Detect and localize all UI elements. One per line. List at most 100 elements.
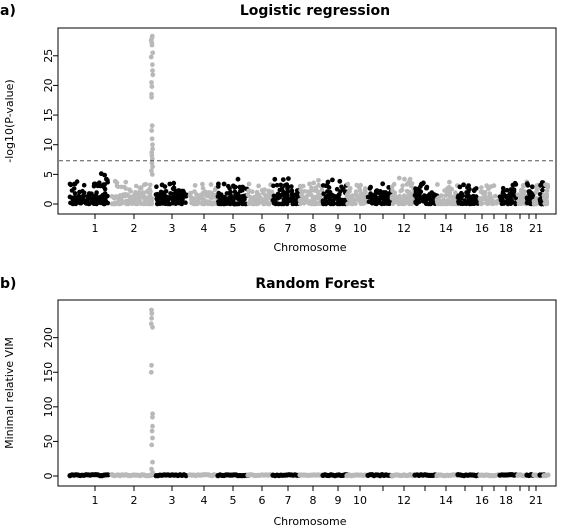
snp-point xyxy=(447,179,452,185)
snp-point xyxy=(391,193,397,199)
peak-snp-point xyxy=(150,459,155,465)
snp-point xyxy=(453,190,458,195)
snp-point xyxy=(331,201,336,206)
peak-snp-point xyxy=(149,136,155,142)
snp-point xyxy=(493,193,498,199)
snp-point xyxy=(528,201,533,206)
x-tick-label: 21 xyxy=(529,494,543,507)
snp-point xyxy=(176,188,182,193)
snp-point xyxy=(80,193,86,199)
panel-b-points xyxy=(67,307,551,479)
snp-point xyxy=(149,195,155,201)
snp-point xyxy=(325,183,330,189)
peak-snp-point xyxy=(150,423,155,429)
snp-point xyxy=(75,199,80,205)
x-tick-label: 8 xyxy=(310,222,317,235)
snp-point xyxy=(442,188,447,193)
panel-a-points xyxy=(67,33,551,207)
peak-snp-point xyxy=(149,153,155,158)
x-tick-label: 7 xyxy=(285,222,292,235)
y-tick-label: 50 xyxy=(42,434,55,448)
snp-point xyxy=(69,188,75,193)
y-tick-label: 25 xyxy=(42,49,55,63)
snp-point xyxy=(424,185,430,191)
snp-point xyxy=(346,194,352,200)
snp-point xyxy=(102,198,108,204)
snp-point xyxy=(529,184,535,190)
x-tick-label: 5 xyxy=(230,494,237,507)
y-tick-label: 200 xyxy=(42,327,55,348)
snp-point xyxy=(256,192,262,198)
snp-point xyxy=(337,178,343,184)
peak-snp-point xyxy=(149,156,155,162)
snp-point xyxy=(544,188,550,194)
peak-snp-point xyxy=(149,311,155,316)
snp-point xyxy=(92,201,97,206)
peak-snp-point xyxy=(149,172,155,177)
snp-point xyxy=(200,181,205,187)
x-tick-label: 16 xyxy=(475,222,489,235)
snp-point xyxy=(439,193,444,199)
snp-point xyxy=(221,181,227,187)
panel-b-plot-frame xyxy=(57,299,557,487)
snp-point xyxy=(289,188,295,193)
snp-point xyxy=(102,172,107,178)
snp-point xyxy=(177,192,183,198)
snp-point xyxy=(358,191,363,197)
snp-point xyxy=(478,189,484,195)
snp-point xyxy=(128,200,134,206)
snp-point xyxy=(314,200,319,206)
snp-point xyxy=(81,182,87,188)
snp-point xyxy=(513,182,519,187)
peak-snp-point xyxy=(150,435,155,441)
snp-point xyxy=(70,201,76,207)
snp-point xyxy=(112,178,118,184)
peak-snp-point xyxy=(150,72,156,78)
snp-point xyxy=(256,183,261,189)
snp-point xyxy=(319,187,325,193)
snp-point xyxy=(323,201,329,207)
x-tick-label: 8 xyxy=(310,494,317,507)
snp-point xyxy=(484,183,490,189)
snp-point xyxy=(265,196,271,202)
snp-point xyxy=(543,196,549,202)
snp-point xyxy=(285,186,290,191)
snp-point xyxy=(246,181,252,187)
snp-point xyxy=(537,192,543,197)
x-tick-label: 21 xyxy=(529,222,543,235)
peak-snp-point xyxy=(150,164,156,170)
snp-point xyxy=(198,192,204,198)
snp-point xyxy=(520,183,526,188)
snp-point xyxy=(301,183,306,189)
snp-point xyxy=(504,199,509,204)
snp-point xyxy=(262,187,267,192)
x-tick-label: 3 xyxy=(169,494,176,507)
snp-point xyxy=(482,192,487,197)
peak-snp-point xyxy=(148,54,154,60)
snp-point xyxy=(266,188,271,194)
snp-point xyxy=(313,185,319,190)
peak-snp-point xyxy=(150,68,155,73)
panel-b-x-label: Chromosome xyxy=(273,515,346,528)
snp-point xyxy=(402,176,407,182)
snp-point xyxy=(325,189,330,194)
snp-point xyxy=(105,193,110,199)
panel-b-y-label: Minimal relative VIM xyxy=(3,337,16,449)
snp-point xyxy=(479,185,484,190)
snp-point xyxy=(500,185,506,191)
snp-point xyxy=(261,201,267,207)
snp-point xyxy=(147,186,152,192)
snp-point xyxy=(386,191,392,196)
x-tick-label: 12 xyxy=(397,222,411,235)
peak-snp-point xyxy=(149,84,155,89)
snp-point xyxy=(71,181,77,187)
snp-point xyxy=(414,201,420,207)
x-tick-label: 18 xyxy=(499,494,513,507)
peak-snp-point xyxy=(149,315,155,321)
snp-point xyxy=(443,193,449,199)
snp-point xyxy=(77,189,82,195)
y-tick-label: 150 xyxy=(42,362,55,383)
snp-point xyxy=(302,198,307,204)
snp-point xyxy=(123,179,129,185)
